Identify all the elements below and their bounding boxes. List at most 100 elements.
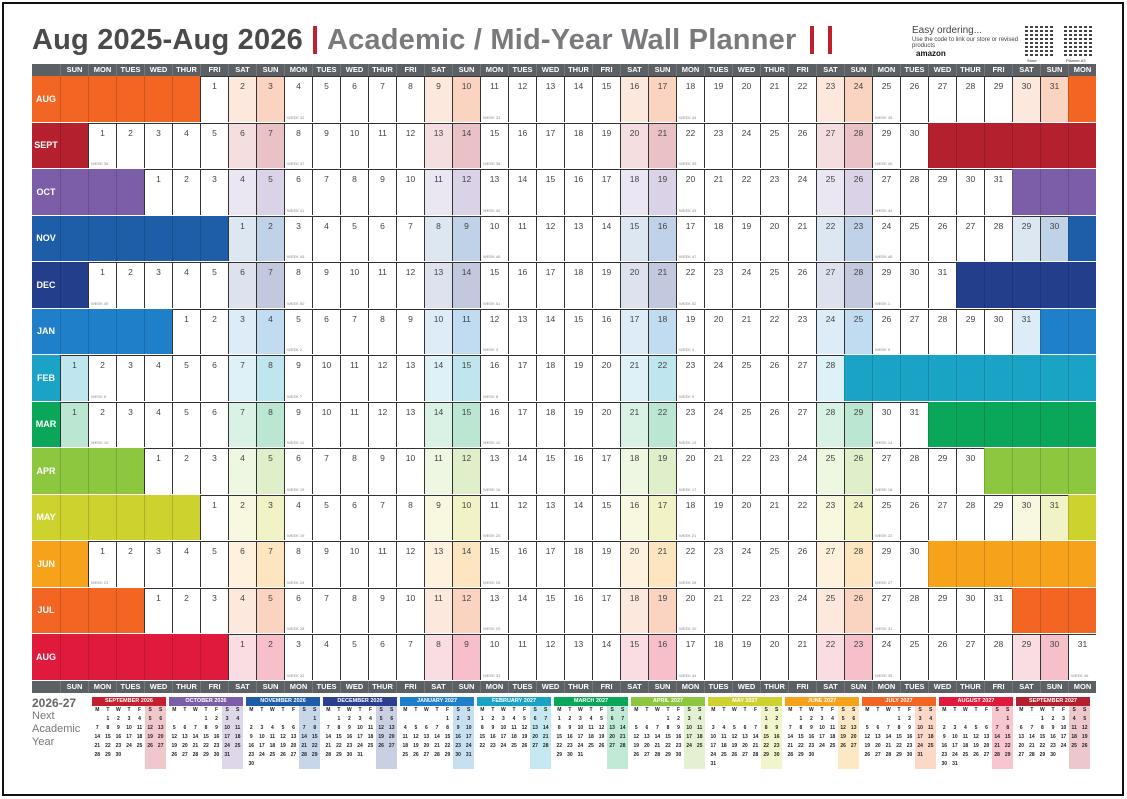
day-cell[interactable]: 4 [256,308,284,354]
day-cell[interactable]: 6 [340,494,368,540]
day-cell[interactable]: 29 [928,169,956,215]
day-cell[interactable]: 9 [396,308,424,354]
day-cell[interactable]: 28 [844,262,872,308]
day-cell[interactable]: 30 [1040,215,1068,261]
day-cell[interactable]: 14 [452,541,480,587]
day-cell[interactable]: 25 [760,122,788,168]
day-cell[interactable]: 25 [760,262,788,308]
day-cell[interactable]: 15 [592,76,620,122]
day-cell[interactable]: 29 WEEK 40 [872,122,900,168]
day-cell[interactable]: 15 [620,215,648,261]
day-cell[interactable]: 9 [452,215,480,261]
day-cell[interactable]: 30 [1012,494,1040,540]
day-cell[interactable]: 10 [452,76,480,122]
day-cell[interactable]: 6 WEEK 15 [284,448,312,494]
day-cell[interactable]: 3 [144,262,172,308]
day-cell[interactable]: 3 [116,355,144,401]
day-cell[interactable]: 20 [732,76,760,122]
day-cell[interactable]: 8 WEEK 37 [284,122,312,168]
day-cell[interactable]: 21 [760,76,788,122]
day-cell[interactable]: 28 [900,448,928,494]
day-cell[interactable]: 20 [760,634,788,680]
day-cell[interactable]: 6 [200,355,228,401]
day-cell[interactable]: 17 WEEK 47 [676,215,704,261]
day-cell[interactable]: 23 [816,494,844,540]
day-cell[interactable]: 9 [312,541,340,587]
day-cell[interactable]: 9 [368,448,396,494]
day-cell[interactable]: 11 [508,215,536,261]
day-cell[interactable]: 6 [312,308,340,354]
day-cell[interactable]: 21 [620,401,648,447]
day-cell[interactable]: 26 [788,541,816,587]
day-cell[interactable]: 25 [816,587,844,633]
day-cell[interactable]: 17 [536,122,564,168]
day-cell[interactable]: 7 [340,308,368,354]
day-cell[interactable]: 12 [396,541,424,587]
day-cell[interactable]: 26 [928,634,956,680]
day-cell[interactable]: 12 [452,587,480,633]
day-cell[interactable]: 28 [900,587,928,633]
day-cell[interactable]: 17 WEEK 34 [676,634,704,680]
day-cell[interactable]: 22 [732,448,760,494]
day-cell[interactable]: 21 [648,122,676,168]
day-cell[interactable]: 26 [844,448,872,494]
day-cell[interactable]: 13 WEEK 16 [480,448,508,494]
day-cell[interactable]: 31 [984,169,1012,215]
day-cell[interactable]: 3 [116,401,144,447]
day-cell[interactable]: 27 [816,262,844,308]
day-cell[interactable]: 23 [760,169,788,215]
day-cell[interactable]: 4 WEEK 32 [284,76,312,122]
day-cell[interactable]: 23 [760,587,788,633]
day-cell[interactable]: 16 [564,169,592,215]
day-cell[interactable]: 29 [928,587,956,633]
day-cell[interactable]: 11 [424,587,452,633]
day-cell[interactable]: 28 [816,355,844,401]
day-cell[interactable]: 27 [816,122,844,168]
day-cell[interactable]: 28 [956,76,984,122]
day-cell[interactable]: 7 [368,76,396,122]
day-cell[interactable]: 6 WEEK 28 [284,587,312,633]
day-cell[interactable]: 2 [256,634,284,680]
day-cell[interactable]: 22 [788,494,816,540]
day-cell[interactable]: 23 [844,215,872,261]
day-cell[interactable]: 1 WEEK 36 [88,122,116,168]
day-cell[interactable]: 3 [256,76,284,122]
day-cell[interactable]: 22 [648,401,676,447]
day-cell[interactable]: 25 WEEK 35 [872,76,900,122]
day-cell[interactable]: 22 [760,308,788,354]
day-cell[interactable]: 4 [144,355,172,401]
day-cell[interactable]: 30 [956,169,984,215]
day-cell[interactable]: 22 WEEK 26 [676,541,704,587]
day-cell[interactable]: 22 WEEK 39 [676,122,704,168]
day-cell[interactable]: 14 [424,401,452,447]
day-cell[interactable]: 2 [172,448,200,494]
day-cell[interactable]: 17 [648,494,676,540]
day-cell[interactable]: 24 [816,308,844,354]
day-cell[interactable]: 11 [340,401,368,447]
day-cell[interactable]: 12 [396,262,424,308]
day-cell[interactable]: 1 WEEK 49 [88,262,116,308]
day-cell[interactable]: 12 WEEK 3 [480,308,508,354]
day-cell[interactable]: 7 [256,262,284,308]
day-cell[interactable]: 7 [312,169,340,215]
day-cell[interactable]: 14 [536,308,564,354]
day-cell[interactable]: 23 [816,76,844,122]
day-cell[interactable]: 8 [340,587,368,633]
day-cell[interactable]: 18 [620,169,648,215]
day-cell[interactable]: 9 [312,122,340,168]
day-cell[interactable]: 19 [648,587,676,633]
day-cell[interactable]: 22 [732,169,760,215]
day-cell[interactable]: 1 [144,169,172,215]
day-cell[interactable]: 5 [172,401,200,447]
day-cell[interactable]: 22 [816,215,844,261]
day-cell[interactable]: 8 [256,355,284,401]
day-cell[interactable]: 16 [508,122,536,168]
day-cell[interactable]: 7 [228,355,256,401]
day-cell[interactable]: 9 [424,494,452,540]
day-cell[interactable]: 10 [340,122,368,168]
day-cell[interactable]: 1 [144,448,172,494]
day-cell[interactable]: 15 [592,494,620,540]
day-cell[interactable]: 28 [984,634,1012,680]
day-cell[interactable]: 18 [704,215,732,261]
day-cell[interactable]: 15 [536,448,564,494]
